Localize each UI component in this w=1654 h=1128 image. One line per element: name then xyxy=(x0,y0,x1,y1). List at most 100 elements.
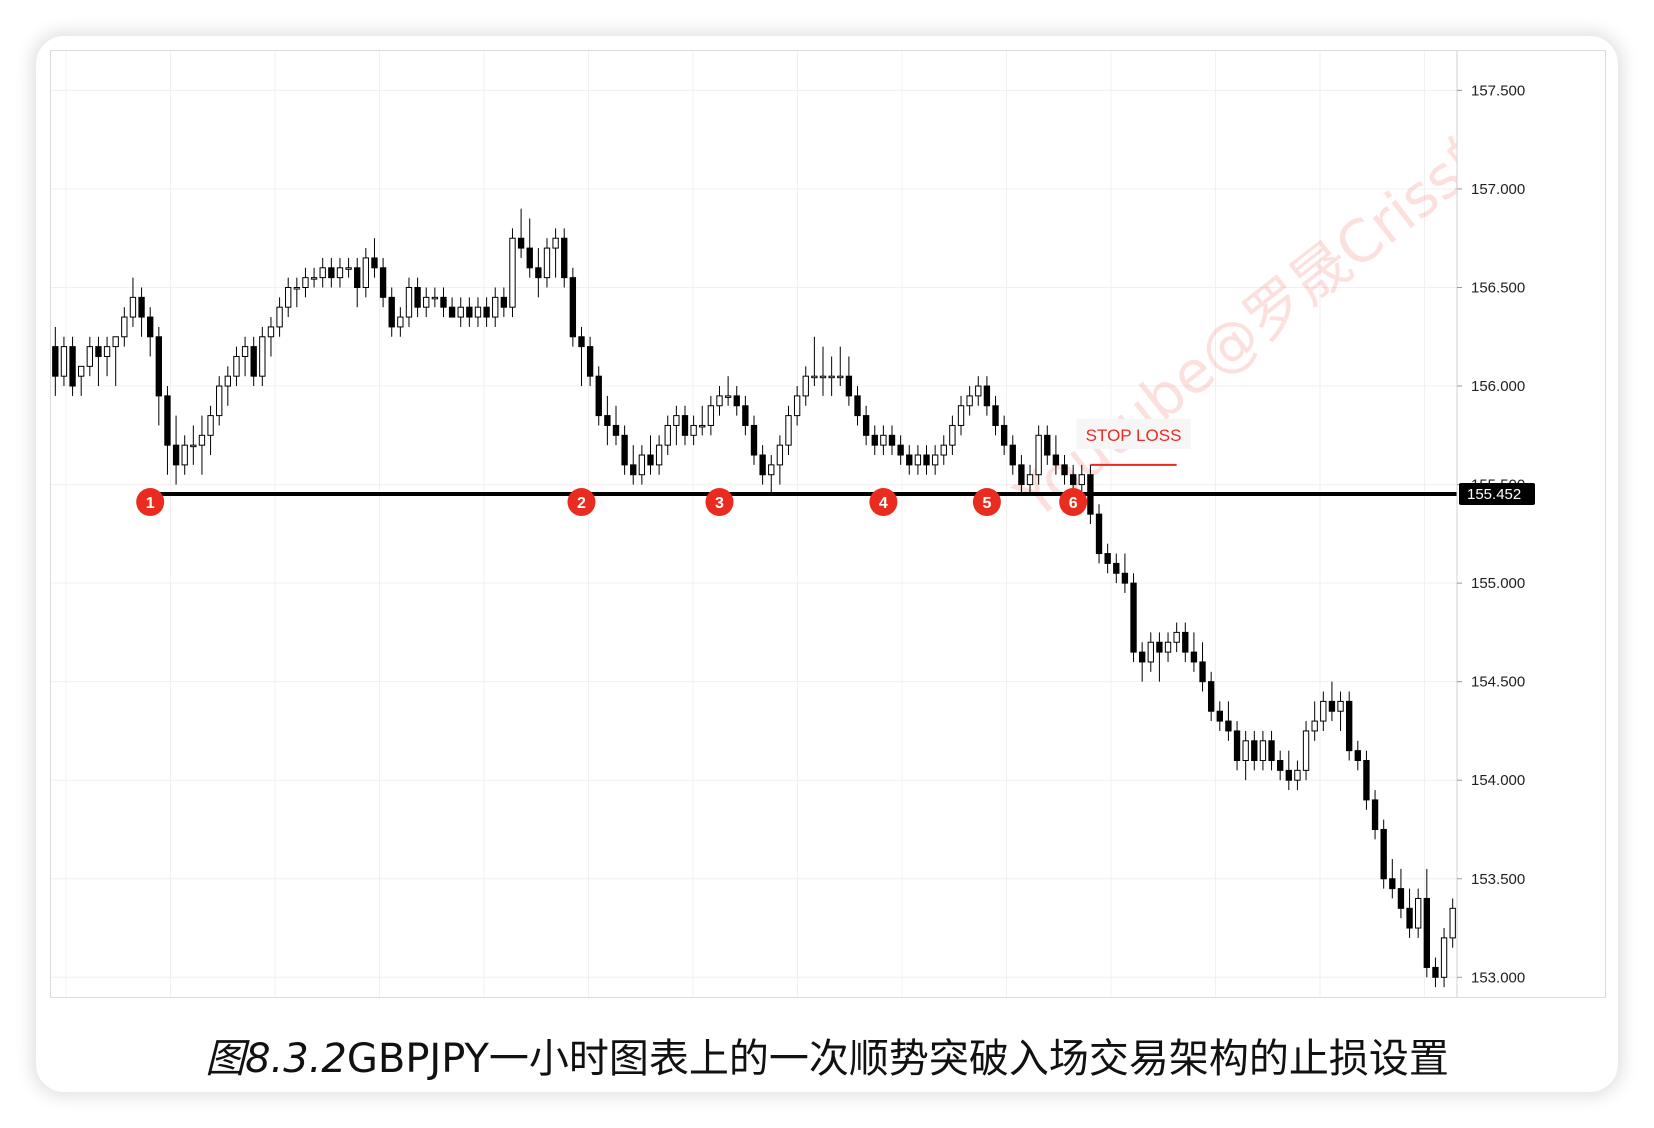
candle xyxy=(414,277,421,318)
candle xyxy=(379,257,387,308)
candle-body-bull xyxy=(768,464,775,476)
candle xyxy=(207,405,214,456)
candle-body-bull xyxy=(1035,434,1042,476)
chart-frame: Youtube@罗晟Criss的 STOP LOSS 1 2 3 4 5 6 157.50… xyxy=(50,50,1606,998)
candle-body-bear xyxy=(1346,700,1353,752)
candle xyxy=(1207,671,1215,722)
candle-body-bull xyxy=(655,444,663,466)
candle xyxy=(742,395,749,436)
candle xyxy=(612,405,620,446)
candle-body-bull xyxy=(940,444,947,456)
candle-body-bear xyxy=(1000,424,1008,446)
point-marker: 4 xyxy=(869,488,898,517)
candle-body-bull xyxy=(828,375,835,379)
candle-body-bull xyxy=(121,316,128,338)
candle xyxy=(138,287,145,337)
candle-body-bear xyxy=(1156,641,1163,653)
candle xyxy=(914,445,922,475)
candle-body-bull xyxy=(1173,631,1180,643)
candle-body-bear xyxy=(1233,730,1241,761)
candle-body-bear xyxy=(630,464,637,476)
candle-body-bear xyxy=(923,454,930,466)
candle-body-bear xyxy=(500,296,508,308)
candle xyxy=(811,336,818,387)
candle xyxy=(1449,898,1456,948)
candle xyxy=(509,228,516,318)
candle xyxy=(250,336,257,387)
candle xyxy=(1337,691,1344,731)
candle-body-bear xyxy=(155,336,162,397)
candle-body-bear xyxy=(388,296,395,328)
candle xyxy=(1415,888,1422,938)
candle-body-bull xyxy=(423,296,430,308)
candle-body-bull xyxy=(1026,474,1034,486)
candle xyxy=(1113,553,1120,584)
candle xyxy=(1052,435,1060,475)
candle-body-bull xyxy=(1294,769,1301,781)
candle xyxy=(1009,435,1016,475)
candle xyxy=(1121,553,1129,593)
candle-body-bear xyxy=(578,336,585,348)
candle-body-bear xyxy=(871,434,878,446)
candle-body-bear xyxy=(354,267,361,289)
candle xyxy=(526,218,533,278)
candle xyxy=(880,425,887,456)
candle xyxy=(1147,632,1154,672)
candle xyxy=(759,445,766,485)
candle-body-bear xyxy=(1406,907,1413,929)
candle xyxy=(733,386,740,416)
candle-body-bear xyxy=(1276,760,1284,771)
candle xyxy=(181,435,188,475)
candle-body-bear xyxy=(604,415,611,426)
candle xyxy=(793,386,801,426)
candle-body-bull xyxy=(966,395,973,407)
candle-body-bear xyxy=(250,346,257,377)
candle-body-bull xyxy=(1164,641,1172,653)
candle-body-bear xyxy=(1225,720,1232,732)
candle xyxy=(267,317,275,357)
candle xyxy=(1371,790,1379,840)
candle-body-bear xyxy=(750,424,758,456)
candle-body-bear xyxy=(862,415,870,436)
candle-body-bull xyxy=(707,405,715,426)
candle-body-bear xyxy=(759,454,766,476)
candle xyxy=(319,257,326,288)
point-marker: 3 xyxy=(705,488,734,517)
candle-body-bear xyxy=(733,395,740,407)
candle-body-bear xyxy=(1052,454,1060,466)
candle xyxy=(1044,425,1051,465)
candle-body-bull xyxy=(86,346,93,367)
candle-body-bull xyxy=(474,306,482,318)
price-tick-label: 153.500 xyxy=(1471,871,1525,888)
candle xyxy=(52,326,59,396)
candle xyxy=(776,435,784,485)
candle-body-bear xyxy=(1095,513,1103,555)
candle xyxy=(164,386,171,475)
candle-body-bull xyxy=(975,385,982,397)
candle-body-bear xyxy=(983,385,991,407)
candle xyxy=(233,346,240,387)
candle-body-bear xyxy=(52,346,59,377)
marker-circle xyxy=(869,488,898,517)
candle-body-bear xyxy=(1130,582,1137,653)
candle-body-bear xyxy=(1182,631,1189,653)
candle-body-bull xyxy=(302,277,309,288)
candle-body-bear xyxy=(992,405,999,426)
candle xyxy=(578,326,585,387)
candle xyxy=(1380,819,1387,889)
candle-body-bull xyxy=(699,424,706,428)
candle-body-bear xyxy=(906,454,913,466)
candle-body-bull xyxy=(198,434,206,446)
level-price-label: 155.452 xyxy=(1467,486,1521,503)
candle xyxy=(1138,642,1146,682)
candle xyxy=(440,287,447,318)
candle xyxy=(819,346,827,396)
candle xyxy=(1199,642,1206,692)
candle-body-bear xyxy=(1397,888,1405,909)
candle xyxy=(397,307,404,337)
candle-body-bear xyxy=(1113,562,1120,574)
candle xyxy=(423,287,430,318)
candle-body-bull xyxy=(673,415,680,426)
candle-body-bear xyxy=(1432,966,1439,978)
candle xyxy=(897,435,904,465)
